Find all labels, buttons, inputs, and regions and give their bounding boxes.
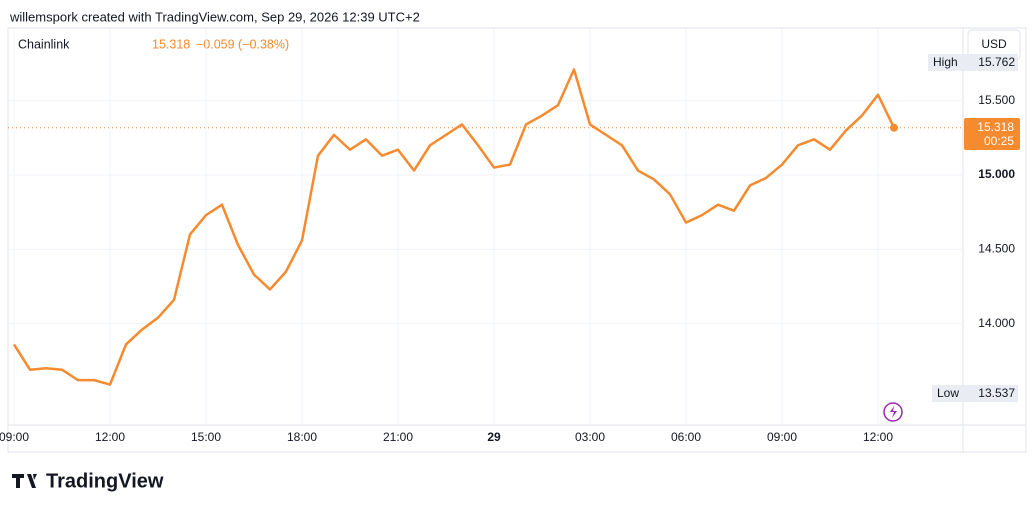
y-tick-label: 15.500 xyxy=(978,93,1015,107)
high-box xyxy=(928,54,1018,71)
low-value: 13.537 xyxy=(978,386,1015,400)
price-line xyxy=(12,68,896,386)
event-icon[interactable] xyxy=(883,402,903,422)
brand: TradingView xyxy=(46,470,164,492)
x-tick-label: 03:00 xyxy=(575,430,605,444)
x-tick-label: 12:00 xyxy=(863,430,893,444)
brand-logo xyxy=(12,474,37,488)
symbol: Chainlink xyxy=(18,37,70,51)
x-tick-label: 18:00 xyxy=(287,430,317,444)
last-price: 15.318 xyxy=(152,37,190,51)
high-value: 15.762 xyxy=(978,55,1015,69)
y-tick-label: 15.000 xyxy=(978,167,1015,181)
high-label: High xyxy=(933,55,958,69)
x-tick-label: 15:00 xyxy=(191,430,221,444)
header: willemspork created with TradingView.com… xyxy=(9,9,420,24)
currency[interactable]: USD xyxy=(981,37,1007,51)
countdown: 00:25 xyxy=(984,134,1014,148)
x-tick-label: 09:00 xyxy=(0,430,29,444)
x-tick-label: 29 xyxy=(487,430,501,444)
low-box xyxy=(932,385,1018,402)
x-tick-label: 06:00 xyxy=(671,430,701,444)
badge-price: 15.318 xyxy=(977,120,1014,134)
change: −0.059 (−0.38%) xyxy=(196,37,289,51)
y-tick-label: 14.500 xyxy=(978,241,1015,255)
event-icon-bolt xyxy=(890,406,897,418)
x-tick-label: 21:00 xyxy=(383,430,413,444)
chart-frame xyxy=(7,27,1027,453)
x-tick-label: 09:00 xyxy=(767,430,797,444)
x-tick-label: 12:00 xyxy=(95,430,125,444)
low-label: Low xyxy=(937,386,959,400)
y-tick-label: 14.000 xyxy=(978,316,1015,330)
price-badge xyxy=(964,118,1020,150)
last-point xyxy=(890,123,898,132)
